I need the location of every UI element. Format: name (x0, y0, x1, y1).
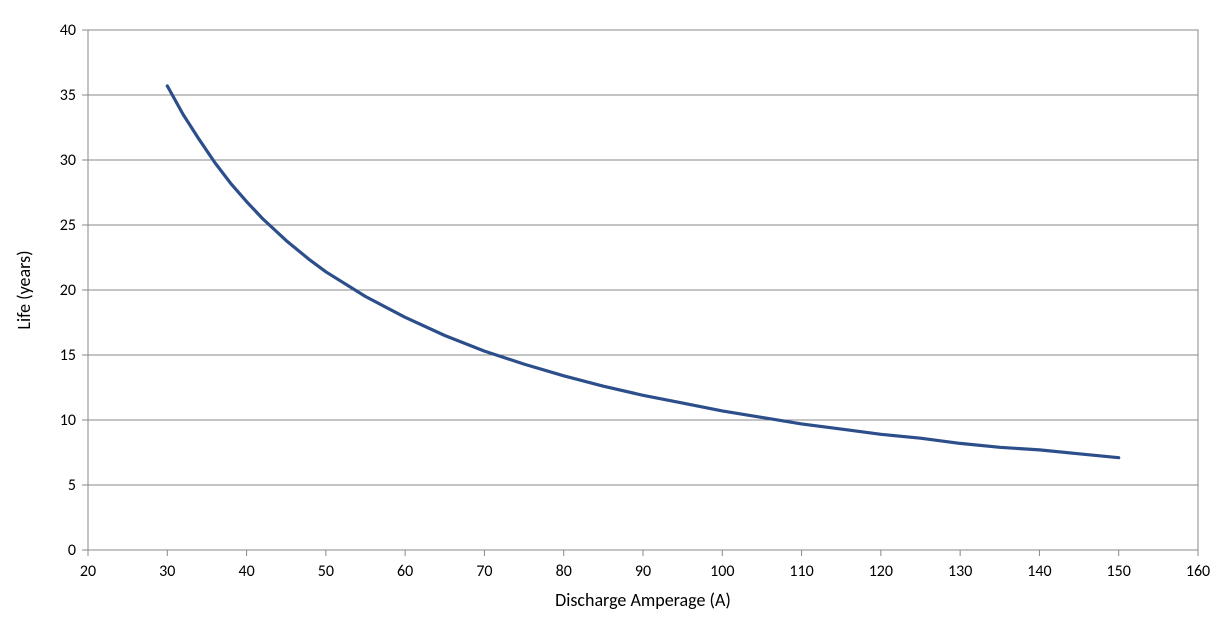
xtick-label: 20 (80, 562, 96, 581)
xtick-label: 70 (476, 562, 492, 581)
xtick-label: 40 (238, 562, 254, 581)
xtick-label: 140 (1027, 562, 1051, 581)
xtick-label: 90 (635, 562, 651, 581)
xtick-label: 110 (789, 562, 813, 581)
xtick-label: 160 (1186, 562, 1210, 581)
ytick-label: 40 (60, 21, 76, 40)
ytick-label: 15 (60, 346, 76, 365)
ytick-label: 10 (60, 411, 76, 430)
ytick-label: 25 (60, 216, 76, 235)
xtick-label: 130 (948, 562, 972, 581)
y-axis-label: Life (years) (13, 250, 35, 329)
xtick-label: 30 (159, 562, 175, 581)
xtick-label: 100 (710, 562, 734, 581)
chart-svg: 20 30 40 50 60 70 80 90 100 110 120 130 140 150 160 0 5 1… (0, 0, 1224, 640)
ytick-label: 30 (60, 151, 76, 170)
xtick-label: 120 (869, 562, 893, 581)
xtick-label: 50 (318, 562, 334, 581)
ytick-label: 0 (68, 541, 76, 560)
ytick-label: 20 (60, 281, 76, 300)
ytick-label: 35 (60, 86, 76, 105)
xtick-label: 60 (397, 562, 413, 581)
xtick-label: 150 (1107, 562, 1131, 581)
x-axis-label: Discharge Amperage (A) (555, 589, 731, 611)
ytick-label: 5 (68, 476, 76, 495)
xtick-label: 80 (556, 562, 572, 581)
chart-container: 20 30 40 50 60 70 80 90 100 110 120 130 140 150 160 0 5 1… (0, 0, 1224, 640)
